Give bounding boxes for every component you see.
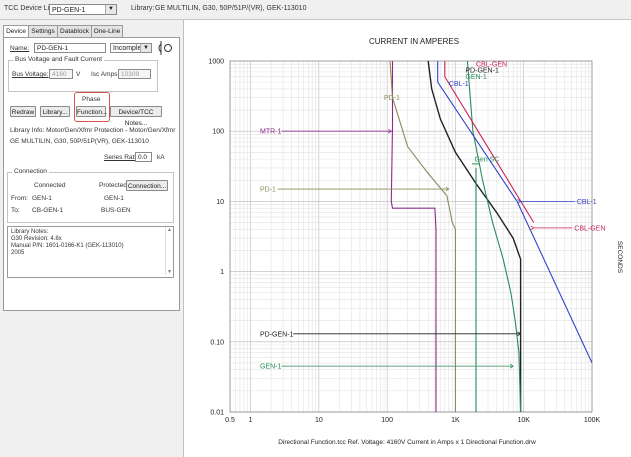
notes-line: G30 Revision: 4.8x [11, 236, 62, 242]
device-list-label: TCC Device List [4, 5, 55, 12]
bus-group-label: Bus Voltage and Fault Current [13, 56, 105, 63]
notes-line: Manual P/N: 1601-0166-K1 (GEK-113010) [11, 243, 124, 249]
series-rating-label: Series Rating: [104, 154, 145, 161]
breaker-symbol-icon [158, 41, 172, 55]
leader-arrow-icon [530, 225, 535, 231]
library-info-line2: GE MULTILIN, G30, 50P/51P(VR), GEK-11301… [10, 138, 149, 145]
chart-title: CURRENT IN AMPERES [369, 37, 459, 46]
grid [229, 60, 593, 413]
library-notes-box[interactable]: Library Notes: G30 Revision: 4.8x Manual… [7, 226, 174, 278]
curve-label: MTR-1 [260, 129, 281, 136]
device-panel: Device Settings Datablock One-Line Name:… [0, 20, 184, 457]
notes-line: 2005 [11, 250, 25, 256]
series-rating-unit: kA [157, 154, 165, 161]
curve-label: GEN-1 [260, 364, 282, 371]
device-list-value: PD-GEN-1 [52, 7, 86, 14]
leader-arrow-icon [388, 128, 393, 134]
curve-label: CBL-GEN [476, 62, 507, 69]
top-toolbar: TCC Device List PD-GEN-1 ▼ Library: GE M… [0, 0, 631, 20]
y-tick-label: 100 [212, 129, 224, 136]
function-highlight [74, 92, 110, 122]
device-notes-button[interactable]: Device/TCC Notes... [110, 106, 162, 127]
library-info-line1: Library Info: Motor/Gen/Xfmr Protection … [10, 127, 176, 134]
chevron-down-icon[interactable]: ▼ [105, 5, 116, 14]
to-protected: BUS-GEN [101, 207, 131, 214]
curve-pd-gen-1 [427, 60, 522, 412]
x-tick-label: 100 [381, 417, 393, 424]
status-value: Incomplete [113, 45, 148, 52]
series-rating-field[interactable]: 0.0 [135, 152, 152, 162]
function-button[interactable]: Function... [76, 106, 107, 117]
isc-field[interactable]: 10309 [118, 69, 151, 79]
device-list-select[interactable]: PD-GEN-1 ▼ [49, 4, 117, 15]
bus-voltage-label: Bus Voltage: [12, 71, 49, 78]
chart-x-label: Directional Function.tcc Ref. Voltage: 4… [278, 439, 536, 446]
tick-labels: 0.5 1 10 100 1K 10K 100K 1000 100 10 1 0.10 0.01 [208, 59, 600, 425]
y-tick-label: 0.01 [210, 410, 224, 417]
connection-button[interactable]: Connection... [126, 180, 168, 191]
device-tab-content: Name: PD-GEN-1 Incomplete ▼ Bus Voltage … [3, 37, 180, 311]
curve-label: GEN-1 [465, 74, 487, 81]
from-connected: GEN-1 [32, 195, 52, 202]
library-label: Library: [131, 5, 155, 12]
x-tick-label: 0.5 [225, 417, 235, 424]
plot-frame [229, 60, 593, 413]
to-connected: CB-GEN-1 [32, 207, 64, 214]
phase-label: Phase [82, 96, 101, 103]
leader-arrow-icon [517, 199, 522, 204]
tcc-chart[interactable]: CURRENT IN AMPERES Directional Function.… [184, 19, 631, 457]
y-tick-label: 10 [216, 199, 224, 206]
leader-arrow-icon [445, 186, 450, 192]
protected-header: Protected [99, 182, 127, 189]
curve-label: CBL-1 [577, 199, 597, 206]
name-label: Name: [10, 45, 30, 52]
chevron-down-icon[interactable]: ▼ [140, 44, 151, 52]
tab-datablock[interactable]: Datablock [57, 25, 92, 37]
curve-cbl-gen [444, 61, 535, 223]
isc-label: Isc Amps: [91, 71, 120, 78]
to-label: To: [11, 207, 20, 214]
from-label: From: [11, 195, 28, 202]
connection-group-label: Connection [12, 168, 49, 175]
x-tick-label: 1 [249, 417, 253, 424]
notes-scrollbar[interactable]: ▲ ▼ [165, 227, 173, 275]
curves [389, 60, 593, 413]
x-tick-label: 10K [517, 417, 530, 424]
bus-group: Bus Voltage and Fault Current [8, 56, 158, 92]
y-tick-label: 0.10 [210, 339, 224, 346]
curve-mtr-1 [390, 61, 437, 412]
status-select[interactable]: Incomplete ▼ [110, 43, 152, 53]
redraw-button[interactable]: Redraw [10, 106, 36, 117]
bus-voltage-field[interactable]: 4160 [49, 69, 73, 79]
bus-voltage-unit: V [76, 71, 81, 78]
curve-cbl-1 [437, 61, 593, 364]
tab-settings[interactable]: Settings [28, 25, 58, 37]
connection-group: Connection [7, 168, 174, 223]
x-tick-label: 100K [584, 417, 601, 424]
curve-label: PD-1 [260, 187, 276, 194]
library-value: GE MULTILIN, G30, 50P/51P/(VR), GEK-1130… [155, 5, 307, 12]
leader-arrow-icon [517, 331, 522, 337]
tab-one-line[interactable]: One-Line [91, 25, 123, 37]
from-protected: GEN-1 [104, 195, 124, 202]
y-tick-label: 1000 [208, 59, 224, 66]
name-field[interactable]: PD-GEN-1 [34, 43, 106, 53]
connected-header: Connected [34, 182, 66, 189]
chart-y-label: SECONDS [616, 241, 623, 274]
curve-label: CBL-1 [449, 81, 469, 88]
curve-pd-1 [389, 60, 456, 412]
notes-line: Library Notes: [11, 229, 49, 235]
x-tick-label: 1K [451, 417, 460, 424]
curve-label: PD-GEN-1 [465, 67, 499, 74]
curve-label: PD-GEN-1 [260, 331, 294, 338]
curve-labels: MTR-1PD-1PD-1CBL-GENPD-GEN-1GEN-1CBL-1Ge… [260, 62, 605, 371]
x-tick-label: 10 [315, 417, 323, 424]
curve-label: PD-1 [384, 95, 400, 102]
curve-label: CBL-GEN [574, 225, 605, 232]
y-tick-label: 1 [220, 269, 224, 276]
curve-gen-1 [466, 60, 522, 413]
library-button[interactable]: Library... [40, 106, 70, 117]
curve-label: Gen SC [474, 157, 499, 164]
leader-arrow-icon [509, 363, 514, 369]
